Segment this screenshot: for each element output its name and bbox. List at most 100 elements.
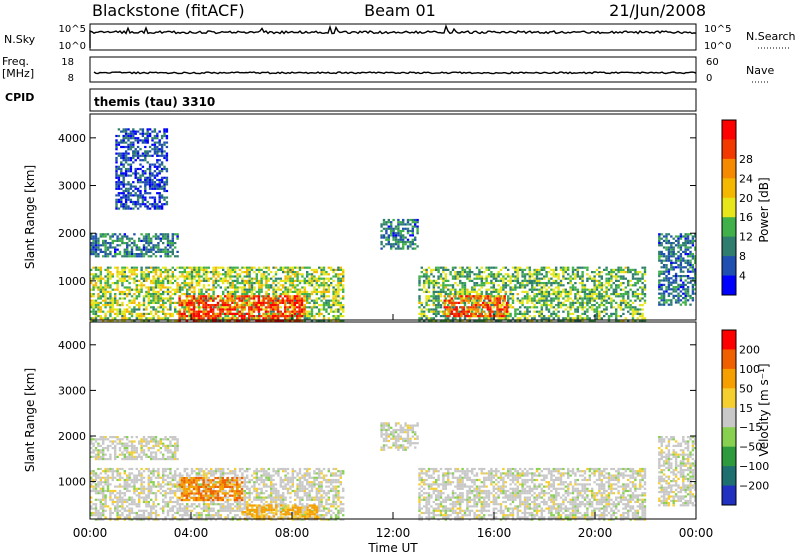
heat-cell — [248, 284, 251, 287]
heat-cell — [547, 290, 551, 293]
heat-cell — [214, 277, 218, 280]
heat-cell — [414, 236, 417, 239]
heat-cell — [327, 288, 330, 291]
heat-cell — [562, 275, 565, 278]
heat-cell — [126, 244, 129, 247]
heat-cell — [135, 304, 138, 307]
heat-cell — [139, 178, 142, 182]
heat-cell — [121, 297, 124, 300]
heat-cell — [226, 315, 230, 318]
heat-cell — [130, 273, 134, 276]
heat-cell — [97, 498, 100, 501]
heat-cell — [444, 284, 447, 287]
heat-cell — [109, 275, 112, 278]
heat-cell — [132, 141, 135, 144]
heat-cell — [94, 511, 98, 515]
heat-cell — [124, 200, 128, 204]
heat-cell — [392, 232, 395, 235]
nsky-label: N.Sky — [4, 33, 36, 46]
heat-cell — [94, 250, 98, 253]
heat-cell — [135, 295, 138, 298]
heat-cell — [94, 248, 98, 251]
heat-cell — [158, 154, 161, 157]
heat-cell — [486, 295, 490, 298]
heat-cell — [246, 279, 249, 282]
heat-cell — [416, 221, 419, 224]
heat-cell — [547, 317, 551, 320]
heat-cell — [118, 304, 122, 307]
heat-cell — [217, 275, 220, 278]
heat-cell — [330, 310, 333, 313]
heat-cell — [670, 281, 673, 284]
heat-cell — [339, 297, 342, 300]
heat-cell — [598, 275, 601, 278]
heat-cell — [166, 250, 170, 253]
heat-cell — [224, 304, 227, 307]
heat-cell — [281, 312, 284, 315]
heat-cell — [303, 317, 306, 320]
heat-cell — [306, 317, 309, 320]
heat-cell — [569, 297, 572, 300]
heat-cell — [574, 295, 577, 298]
heat-cell — [327, 290, 330, 293]
heat-cell — [147, 297, 150, 300]
heat-cell — [686, 292, 690, 295]
heat-cell — [193, 268, 196, 271]
heat-cell — [186, 293, 189, 296]
heat-cell — [140, 277, 143, 280]
heat-cell — [497, 290, 500, 293]
heat-cell — [672, 266, 675, 269]
heat-cell — [581, 306, 584, 309]
heat-cell — [102, 295, 105, 298]
heat-cell — [97, 474, 100, 477]
heat-cell — [154, 312, 158, 315]
heat-cell — [610, 271, 613, 274]
heat-cell — [162, 297, 165, 300]
heat-cell — [612, 268, 615, 271]
heat-cell — [162, 293, 165, 296]
heat-cell — [509, 286, 512, 289]
heat-cell — [545, 266, 548, 269]
heat-cell — [306, 290, 309, 293]
heat-cell — [178, 301, 181, 304]
heat-cell — [459, 317, 462, 320]
heat-cell — [612, 290, 615, 293]
freq-left-tick-bottom: 8 — [68, 73, 74, 84]
heat-cell — [612, 282, 615, 285]
heat-cell — [308, 277, 311, 280]
heat-cell — [462, 310, 466, 313]
heat-cell — [514, 279, 517, 282]
heat-cell — [121, 271, 124, 274]
heat-cell — [166, 282, 170, 285]
heat-cell — [399, 236, 402, 239]
heat-cell — [140, 248, 143, 251]
heat-cell — [460, 295, 463, 298]
heat-cell — [392, 218, 395, 222]
heat-cell — [459, 282, 462, 285]
heat-cell — [567, 273, 570, 276]
heat-cell — [157, 242, 160, 245]
heat-cell — [152, 277, 155, 280]
heat-cell — [535, 277, 539, 280]
heat-cell — [471, 271, 474, 274]
heat-cell — [178, 266, 182, 269]
heat-cell — [134, 154, 137, 157]
heat-cell — [313, 275, 316, 278]
heat-cell — [660, 253, 663, 256]
heat-cell — [420, 266, 423, 269]
heat-cell — [437, 286, 440, 289]
heat-cell — [144, 170, 147, 173]
heat-cell — [118, 308, 122, 311]
heat-cell — [185, 295, 188, 298]
heat-cell — [272, 286, 275, 289]
heat-cell — [555, 315, 558, 318]
heat-cell — [315, 279, 318, 282]
heat-cell — [615, 317, 618, 320]
heat-cell — [473, 299, 476, 302]
heat-cell — [183, 308, 186, 311]
heat-cell — [234, 290, 237, 293]
heat-cell — [490, 301, 493, 304]
heat-cell — [198, 273, 201, 276]
heat-cell — [111, 288, 114, 291]
heat-cell — [437, 282, 440, 285]
